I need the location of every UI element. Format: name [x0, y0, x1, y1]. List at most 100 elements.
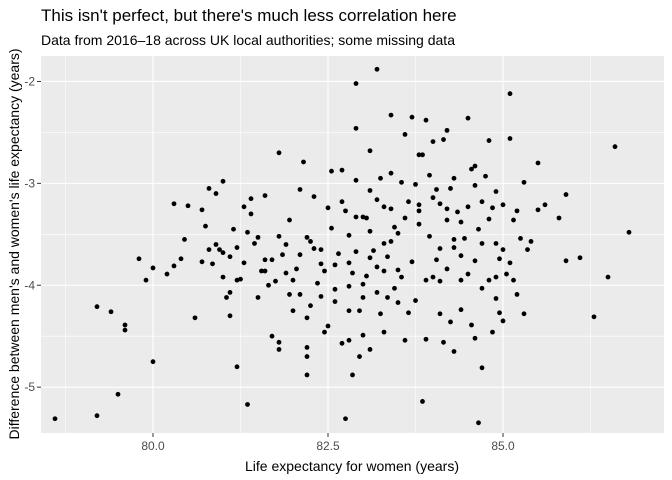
data-point	[413, 181, 418, 187]
data-point	[472, 183, 478, 188]
data-point	[185, 203, 191, 209]
x-tick-label: 85.0	[491, 439, 515, 453]
data-points	[52, 66, 632, 426]
data-point	[255, 234, 261, 240]
data-point	[469, 166, 474, 172]
data-point	[479, 285, 485, 291]
data-point	[374, 289, 380, 295]
data-point	[497, 256, 502, 262]
data-point	[406, 199, 411, 205]
data-point	[493, 274, 499, 280]
data-point	[192, 315, 198, 321]
data-point	[122, 327, 128, 333]
data-point	[318, 247, 324, 252]
data-point	[227, 313, 233, 319]
data-point	[371, 248, 376, 254]
data-point	[507, 136, 513, 141]
data-point	[115, 391, 121, 397]
data-point	[490, 205, 495, 211]
data-point	[416, 152, 422, 158]
data-point	[353, 81, 359, 86]
plot-panel	[41, 56, 664, 433]
data-point	[465, 204, 471, 210]
data-point	[381, 329, 387, 335]
data-point	[486, 138, 492, 143]
data-point	[171, 263, 177, 269]
data-point	[367, 347, 373, 352]
data-point	[409, 114, 415, 120]
chart-title: This isn't perfect, but there's much les…	[41, 6, 457, 25]
data-point	[304, 372, 310, 378]
data-point	[399, 274, 404, 280]
data-point	[479, 199, 485, 205]
data-point	[252, 241, 257, 246]
data-point	[479, 365, 485, 371]
data-point	[427, 172, 432, 178]
data-point	[612, 144, 618, 150]
data-point	[182, 237, 187, 242]
data-point	[234, 245, 240, 250]
data-point	[444, 127, 450, 133]
data-point	[521, 311, 527, 317]
data-point	[52, 416, 58, 422]
data-point	[283, 242, 289, 247]
data-point	[497, 310, 502, 316]
data-point	[108, 309, 114, 315]
data-point	[518, 235, 523, 241]
data-point	[535, 207, 541, 213]
data-point	[206, 247, 212, 252]
data-point	[304, 315, 310, 321]
data-point	[364, 215, 369, 221]
data-point	[441, 339, 446, 345]
data-point	[437, 278, 443, 284]
data-point	[395, 267, 401, 273]
y-tick-label: -3	[24, 176, 35, 190]
data-point	[427, 233, 432, 239]
data-point	[591, 314, 597, 320]
data-point	[122, 322, 128, 328]
data-point	[479, 241, 485, 246]
data-point	[304, 345, 310, 350]
data-point	[339, 340, 345, 346]
data-point	[511, 217, 516, 223]
chart-subtitle: Data from 2016–18 across UK local author…	[41, 32, 455, 48]
data-point	[273, 278, 278, 284]
x-tick-label: 82.5	[316, 439, 340, 453]
data-point	[329, 168, 334, 174]
data-point	[150, 265, 156, 271]
data-point	[458, 277, 464, 283]
data-point	[388, 206, 394, 212]
y-axis-ticks: -5 -4 -3 -2	[24, 74, 41, 394]
data-point	[465, 271, 471, 277]
data-point	[367, 255, 373, 261]
data-point	[315, 280, 320, 286]
data-point	[210, 261, 215, 267]
data-point	[248, 211, 254, 217]
data-point	[374, 264, 380, 270]
data-point	[224, 295, 229, 300]
data-point	[472, 163, 478, 169]
x-axis-title: Life expectancy for women (years)	[245, 458, 459, 474]
data-point	[353, 177, 359, 183]
data-point	[318, 261, 324, 267]
data-point	[332, 262, 338, 268]
data-point	[430, 195, 436, 201]
data-point	[343, 416, 348, 422]
data-point	[262, 193, 268, 198]
data-point	[266, 282, 271, 288]
data-point	[294, 266, 299, 272]
data-point	[322, 329, 327, 335]
data-point	[360, 295, 366, 300]
minor-gridlines	[41, 56, 664, 433]
data-point	[437, 201, 443, 207]
data-point	[542, 202, 548, 208]
data-point	[416, 208, 422, 214]
data-point	[416, 221, 422, 227]
data-point	[213, 191, 219, 196]
y-tick-label: -4	[24, 278, 35, 292]
data-point	[472, 258, 478, 264]
data-point	[234, 364, 240, 370]
data-point	[308, 303, 313, 309]
data-point	[203, 223, 208, 229]
